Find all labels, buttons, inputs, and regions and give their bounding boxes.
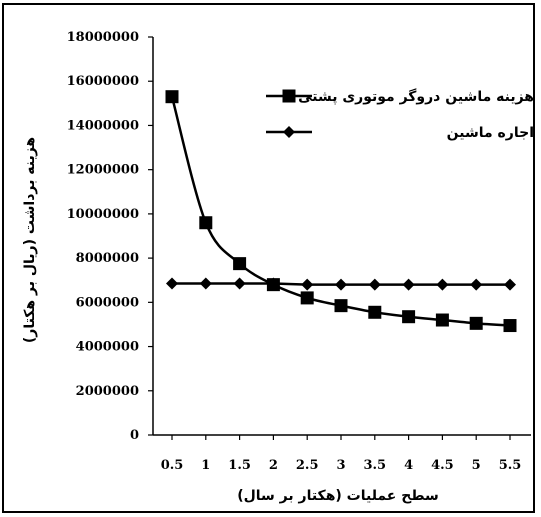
data-point-marker	[402, 278, 415, 291]
data-point-marker	[334, 299, 348, 313]
x-axis-label: سطح عملیات (هکتار بر سال)	[237, 488, 439, 504]
x-tick-label: 4.5	[431, 458, 454, 473]
x-tick-label: 3	[336, 458, 345, 473]
chart-frame	[2, 3, 535, 513]
data-point-marker	[233, 277, 246, 290]
data-point-marker	[368, 305, 382, 319]
legend-entry-1: هزینه ماشین دروگر موتوری پشتی	[266, 88, 534, 105]
legend-label: هزینه ماشین دروگر موتوری پشتی	[298, 88, 534, 105]
data-point-marker	[233, 257, 247, 271]
y-tick-label: 16000000	[67, 74, 139, 89]
data-point-marker	[435, 313, 449, 327]
series-2	[166, 277, 516, 291]
legend-entry-2: اجاره ماشین	[266, 125, 534, 141]
x-tick-label: 4	[404, 458, 413, 473]
data-point-marker	[436, 278, 449, 291]
y-axis-label: هزینه برداشت (ریال بر هکتار)	[22, 137, 38, 343]
y-tick-label: 12000000	[67, 163, 139, 178]
y-tick-label: 18000000	[67, 30, 139, 45]
y-tick-label: 10000000	[67, 207, 139, 222]
y-tick-label: 6000000	[76, 295, 139, 310]
data-point-marker	[470, 278, 483, 291]
y-tick-label: 4000000	[76, 340, 139, 355]
x-tick-label: 1.5	[228, 458, 251, 473]
y-tick-label: 14000000	[67, 118, 139, 133]
legend-label: اجاره ماشین	[447, 125, 534, 141]
data-point-marker	[165, 90, 179, 104]
data-point-marker	[503, 319, 517, 333]
x-tick-label: 0.5	[161, 458, 184, 473]
data-point-marker	[368, 278, 381, 291]
y-tick-label: 2000000	[76, 384, 139, 399]
data-point-marker	[335, 278, 347, 291]
data-point-marker	[166, 277, 178, 290]
data-point-marker	[267, 277, 280, 290]
x-tick-label: 1	[201, 458, 210, 473]
x-tick-label: 3.5	[363, 458, 386, 473]
legend-square-marker	[282, 89, 296, 103]
data-point-marker	[199, 216, 213, 230]
x-tick-label: 2	[269, 458, 278, 473]
series-1	[165, 90, 517, 333]
legend-diamond-marker	[283, 126, 295, 138]
data-point-marker	[301, 278, 314, 291]
x-tick-label: 2.5	[296, 458, 319, 473]
x-tick-label: 5.5	[499, 458, 522, 473]
data-point-marker	[504, 278, 516, 291]
data-point-marker	[300, 291, 314, 305]
y-tick-label: 0	[130, 428, 139, 443]
data-point-marker	[402, 310, 416, 324]
data-point-marker	[199, 277, 212, 290]
data-point-marker	[469, 316, 483, 330]
y-tick-label: 8000000	[76, 251, 139, 266]
x-tick-label: 5	[472, 458, 481, 473]
